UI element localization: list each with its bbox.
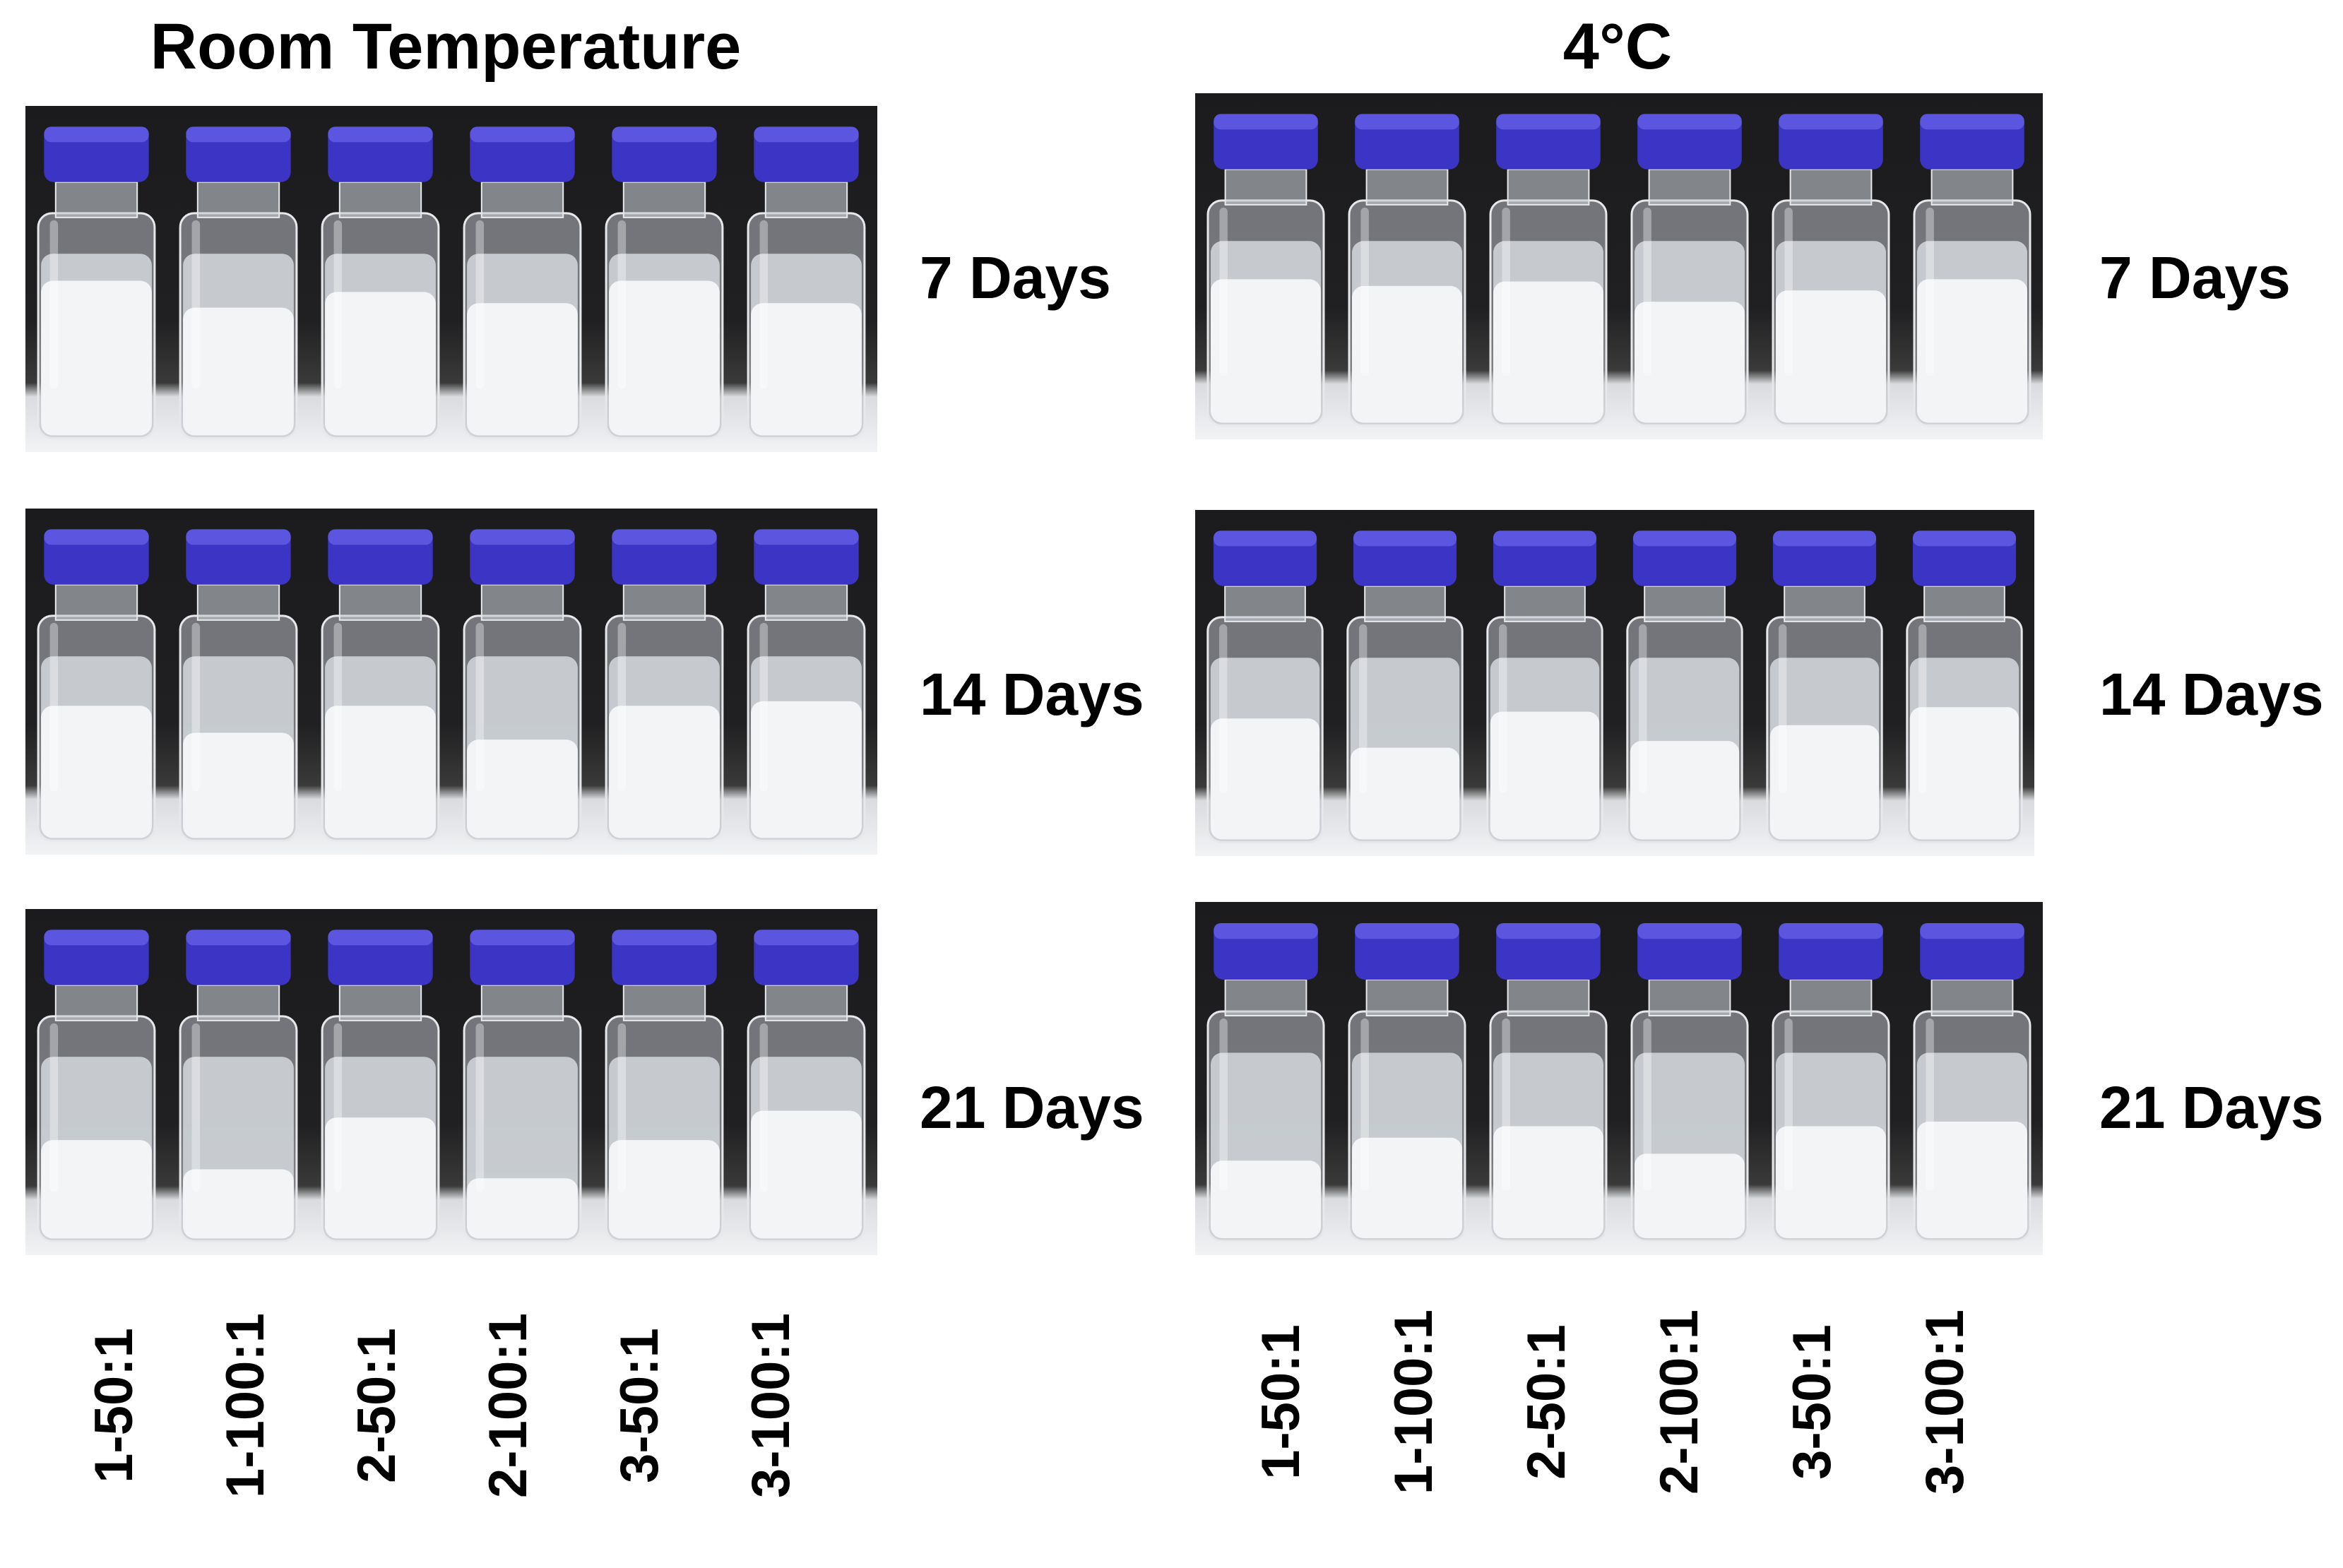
vial (1913, 923, 2031, 1242)
vials-illustration (1206, 114, 2031, 427)
vial (321, 529, 440, 842)
sample-label-4c-1-50: 1-50:1 (1251, 1324, 1311, 1480)
vial (37, 126, 156, 439)
photo-room-temperature-7-days (25, 106, 877, 452)
vial (179, 126, 298, 439)
row-label-room-21-days: 21 Days (920, 1074, 1144, 1141)
vial (37, 529, 156, 842)
sample-label-4c-1-100: 1-100:1 (1384, 1309, 1444, 1495)
vial (605, 529, 724, 842)
sample-label-room-1-50: 1-50:1 (84, 1328, 144, 1483)
vial (747, 929, 866, 1242)
vial (747, 529, 866, 842)
vial (1913, 114, 2031, 427)
vial (1766, 530, 1883, 843)
photo-room-temperature-21-days (25, 909, 877, 1255)
sample-label-4c-3-100: 3-100:1 (1915, 1309, 1975, 1495)
vial (1630, 114, 1749, 427)
sample-label-room-3-100: 3-100:1 (741, 1313, 801, 1498)
vial (1206, 530, 1324, 843)
sample-label-room-1-100: 1-100:1 (215, 1313, 275, 1498)
column-title-room-temperature: Room Temperature (150, 11, 742, 83)
vial (1206, 114, 1325, 427)
row-label-4c-21-days: 21 Days (2099, 1074, 2324, 1141)
vial (1486, 530, 1603, 843)
column-title-4c: 4°C (1562, 11, 1673, 83)
vial (1346, 530, 1464, 843)
vials-illustration (37, 529, 866, 842)
vials-illustration (37, 929, 866, 1242)
vial (463, 929, 582, 1242)
photo-4c-7-days (1195, 93, 2043, 439)
vials-illustration (37, 126, 866, 439)
vial (1772, 923, 1890, 1242)
sample-label-4c-2-100: 2-100:1 (1649, 1309, 1709, 1495)
sample-label-4c-2-50: 2-50:1 (1517, 1324, 1577, 1480)
vial (747, 126, 866, 439)
sample-label-room-3-50: 3-50:1 (610, 1328, 670, 1483)
vial (179, 529, 298, 842)
photo-room-temperature-14-days (25, 509, 877, 855)
vial (1489, 114, 1608, 427)
photo-4c-21-days (1195, 902, 2043, 1255)
vial (1348, 114, 1466, 427)
vials-illustration (1206, 530, 2023, 843)
vial (463, 126, 582, 439)
vial (179, 929, 298, 1242)
vial (605, 126, 724, 439)
row-label-4c-14-days: 14 Days (2099, 661, 2324, 727)
vial (37, 929, 156, 1242)
vial (463, 529, 582, 842)
sample-label-room-2-100: 2-100:1 (478, 1313, 538, 1498)
sample-label-room-2-50: 2-50:1 (347, 1328, 407, 1483)
vials-illustration (1206, 923, 2031, 1242)
vial (605, 929, 724, 1242)
vial (1489, 923, 1608, 1242)
vial (1206, 923, 1325, 1242)
vial (1348, 923, 1466, 1242)
row-label-4c-7-days: 7 Days (2099, 244, 2291, 311)
sample-label-4c-3-50: 3-50:1 (1782, 1324, 1842, 1480)
vial (321, 126, 440, 439)
vial (1626, 530, 1743, 843)
photo-4c-14-days (1195, 510, 2034, 856)
vial (321, 929, 440, 1242)
row-label-room-14-days: 14 Days (920, 661, 1144, 727)
row-label-room-7-days: 7 Days (920, 244, 1111, 311)
vial (1772, 114, 1890, 427)
vial (1630, 923, 1749, 1242)
vial (1906, 530, 2023, 843)
